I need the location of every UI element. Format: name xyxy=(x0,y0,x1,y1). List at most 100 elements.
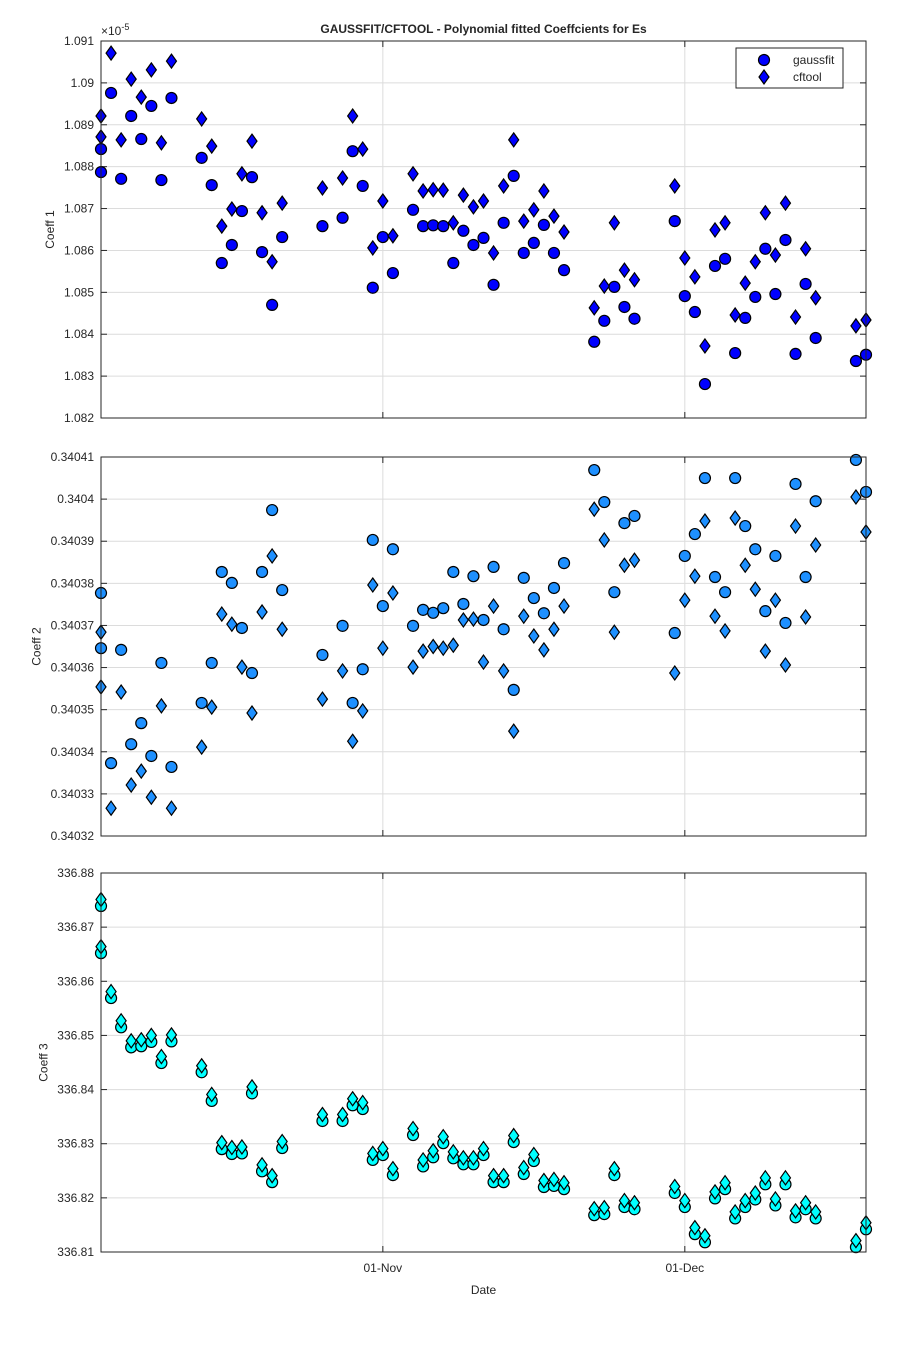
y-tick-label: 0.34036 xyxy=(51,661,95,675)
circle-marker xyxy=(417,603,430,616)
diamond-marker xyxy=(417,643,429,660)
circle-marker xyxy=(809,331,822,345)
circle-marker xyxy=(779,616,792,630)
diamond-marker xyxy=(447,637,460,654)
diamond-marker xyxy=(356,702,369,719)
y-tick-label: 0.34041 xyxy=(51,450,95,464)
y-tick-label: 336.88 xyxy=(57,866,94,880)
diamond-marker xyxy=(387,584,399,602)
circle-marker xyxy=(668,215,681,228)
diamond-marker xyxy=(528,627,540,645)
diamond-marker xyxy=(497,177,510,194)
diamond-marker xyxy=(487,1167,500,1184)
circle-marker xyxy=(104,86,118,100)
diamond-marker xyxy=(749,581,762,598)
circle-marker xyxy=(255,246,269,259)
diamond-marker xyxy=(598,1199,611,1216)
circle-marker xyxy=(749,543,762,556)
circle-marker xyxy=(276,583,289,597)
circle-marker xyxy=(266,298,279,311)
diamond-marker xyxy=(356,141,369,158)
diamond-marker xyxy=(105,800,117,817)
circle-marker xyxy=(346,696,359,710)
diamond-marker xyxy=(548,1171,560,1188)
circle-marker xyxy=(598,314,611,327)
diamond-marker xyxy=(205,1086,218,1103)
diamond-marker xyxy=(598,278,611,295)
diamond-marker xyxy=(558,598,570,615)
circle-marker xyxy=(145,99,158,113)
circle-marker xyxy=(729,346,742,360)
legend-label: cftool xyxy=(793,70,822,84)
circle-marker xyxy=(437,602,450,615)
diamond-marker xyxy=(125,777,137,794)
diamond-marker xyxy=(779,1169,792,1186)
diamond-marker xyxy=(417,1151,429,1168)
chart-title: GAUSSFIT/CFTOOL - Polynomial fitted Coef… xyxy=(320,22,647,36)
y-tick-label: 1.087 xyxy=(64,202,94,216)
diamond-marker xyxy=(437,182,449,199)
diamond-marker xyxy=(487,598,500,615)
circle-marker xyxy=(608,280,621,293)
circle-marker xyxy=(366,281,379,294)
circle-marker xyxy=(688,527,701,541)
diamond-marker xyxy=(165,800,178,817)
diamond-marker xyxy=(759,204,772,221)
diamond-marker xyxy=(246,705,258,722)
circle-marker xyxy=(739,519,752,533)
circle-marker xyxy=(517,571,530,584)
circle-marker xyxy=(507,683,520,696)
diamond-marker xyxy=(719,1174,731,1191)
diamond-marker xyxy=(336,662,349,679)
diamond-marker xyxy=(155,134,168,151)
diamond-marker xyxy=(427,1142,439,1159)
y-tick-label: 1.09 xyxy=(71,76,95,90)
diamond-marker xyxy=(105,983,117,1000)
circle-marker xyxy=(628,312,641,325)
y-tick-label: 0.34035 xyxy=(51,703,95,717)
circle-marker xyxy=(608,586,621,599)
diamond-marker xyxy=(789,518,802,535)
x-tick-label: 01-Nov xyxy=(363,1261,402,1275)
diamond-marker xyxy=(276,1133,288,1150)
diamond-marker xyxy=(125,71,137,88)
circle-marker xyxy=(547,581,561,595)
diamond-marker xyxy=(387,1160,399,1177)
y-tick-label: 0.3404 xyxy=(57,492,94,506)
circle-marker xyxy=(235,204,249,218)
diamond-marker xyxy=(115,1012,127,1029)
circle-marker xyxy=(497,623,510,636)
circle-marker xyxy=(225,238,238,252)
diamond-marker xyxy=(789,1202,802,1219)
diamond-marker xyxy=(618,1192,631,1209)
diamond-marker xyxy=(779,656,792,674)
diamond-marker xyxy=(407,659,419,676)
diamond-marker xyxy=(477,192,490,210)
diamond-marker xyxy=(246,133,258,150)
y-axis-label: Coeff 2 xyxy=(30,627,44,666)
diamond-marker xyxy=(447,1143,460,1160)
diamond-marker xyxy=(850,1232,862,1249)
diamond-marker xyxy=(407,1120,419,1137)
circle-marker xyxy=(205,656,218,670)
circle-marker xyxy=(749,290,762,304)
diamond-marker xyxy=(507,723,520,740)
circle-marker xyxy=(517,246,530,260)
circle-marker xyxy=(698,377,712,391)
diamond-marker xyxy=(528,1146,540,1163)
circle-marker xyxy=(215,256,228,270)
exponent-base: ×10 xyxy=(101,24,122,38)
diamond-marker xyxy=(799,608,812,626)
diamond-marker xyxy=(689,568,701,585)
diamond-marker xyxy=(266,1167,278,1184)
diamond-marker xyxy=(276,195,288,212)
diamond-marker xyxy=(216,1134,228,1151)
diamond-marker xyxy=(477,654,490,671)
y-tick-label: 1.086 xyxy=(64,243,94,257)
diamond-marker xyxy=(679,1192,691,1209)
diamond-marker xyxy=(548,621,560,638)
diamond-marker xyxy=(799,240,812,257)
diamond-marker xyxy=(709,1183,721,1200)
diamond-marker xyxy=(719,214,731,231)
